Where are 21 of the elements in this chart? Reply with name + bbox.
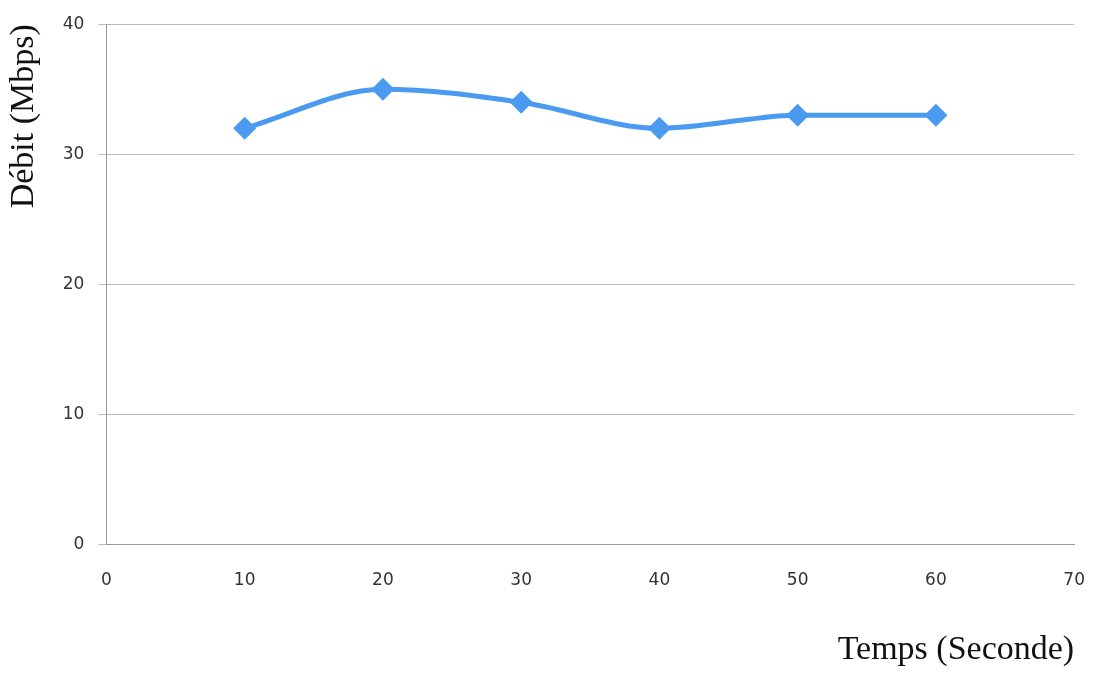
x-axis-title: Temps (Seconde) bbox=[837, 628, 1075, 667]
y-axis-title: Débit (Mbps) bbox=[3, 24, 42, 209]
x-tick-label: 50 bbox=[786, 569, 809, 590]
x-tick-label: 60 bbox=[925, 569, 947, 590]
y-tick-label: 30 bbox=[62, 142, 85, 163]
x-tick-label: 20 bbox=[372, 569, 394, 590]
y-tick-label: 20 bbox=[62, 272, 85, 293]
x-tick-label: 0 bbox=[101, 569, 112, 590]
x-tick-label: 10 bbox=[233, 569, 256, 590]
point bbox=[372, 78, 394, 100]
x-tick-label: 70 bbox=[1063, 569, 1085, 590]
point bbox=[787, 104, 809, 126]
y-tick-label: 40 bbox=[62, 12, 85, 33]
x-tick-label: 40 bbox=[648, 569, 671, 590]
point bbox=[510, 91, 532, 113]
y-tick-label: 0 bbox=[73, 533, 85, 554]
point bbox=[648, 117, 670, 139]
point bbox=[234, 117, 256, 139]
x-tick-label: 30 bbox=[510, 569, 532, 590]
y-tick-label: 10 bbox=[62, 403, 85, 424]
point bbox=[925, 104, 947, 126]
